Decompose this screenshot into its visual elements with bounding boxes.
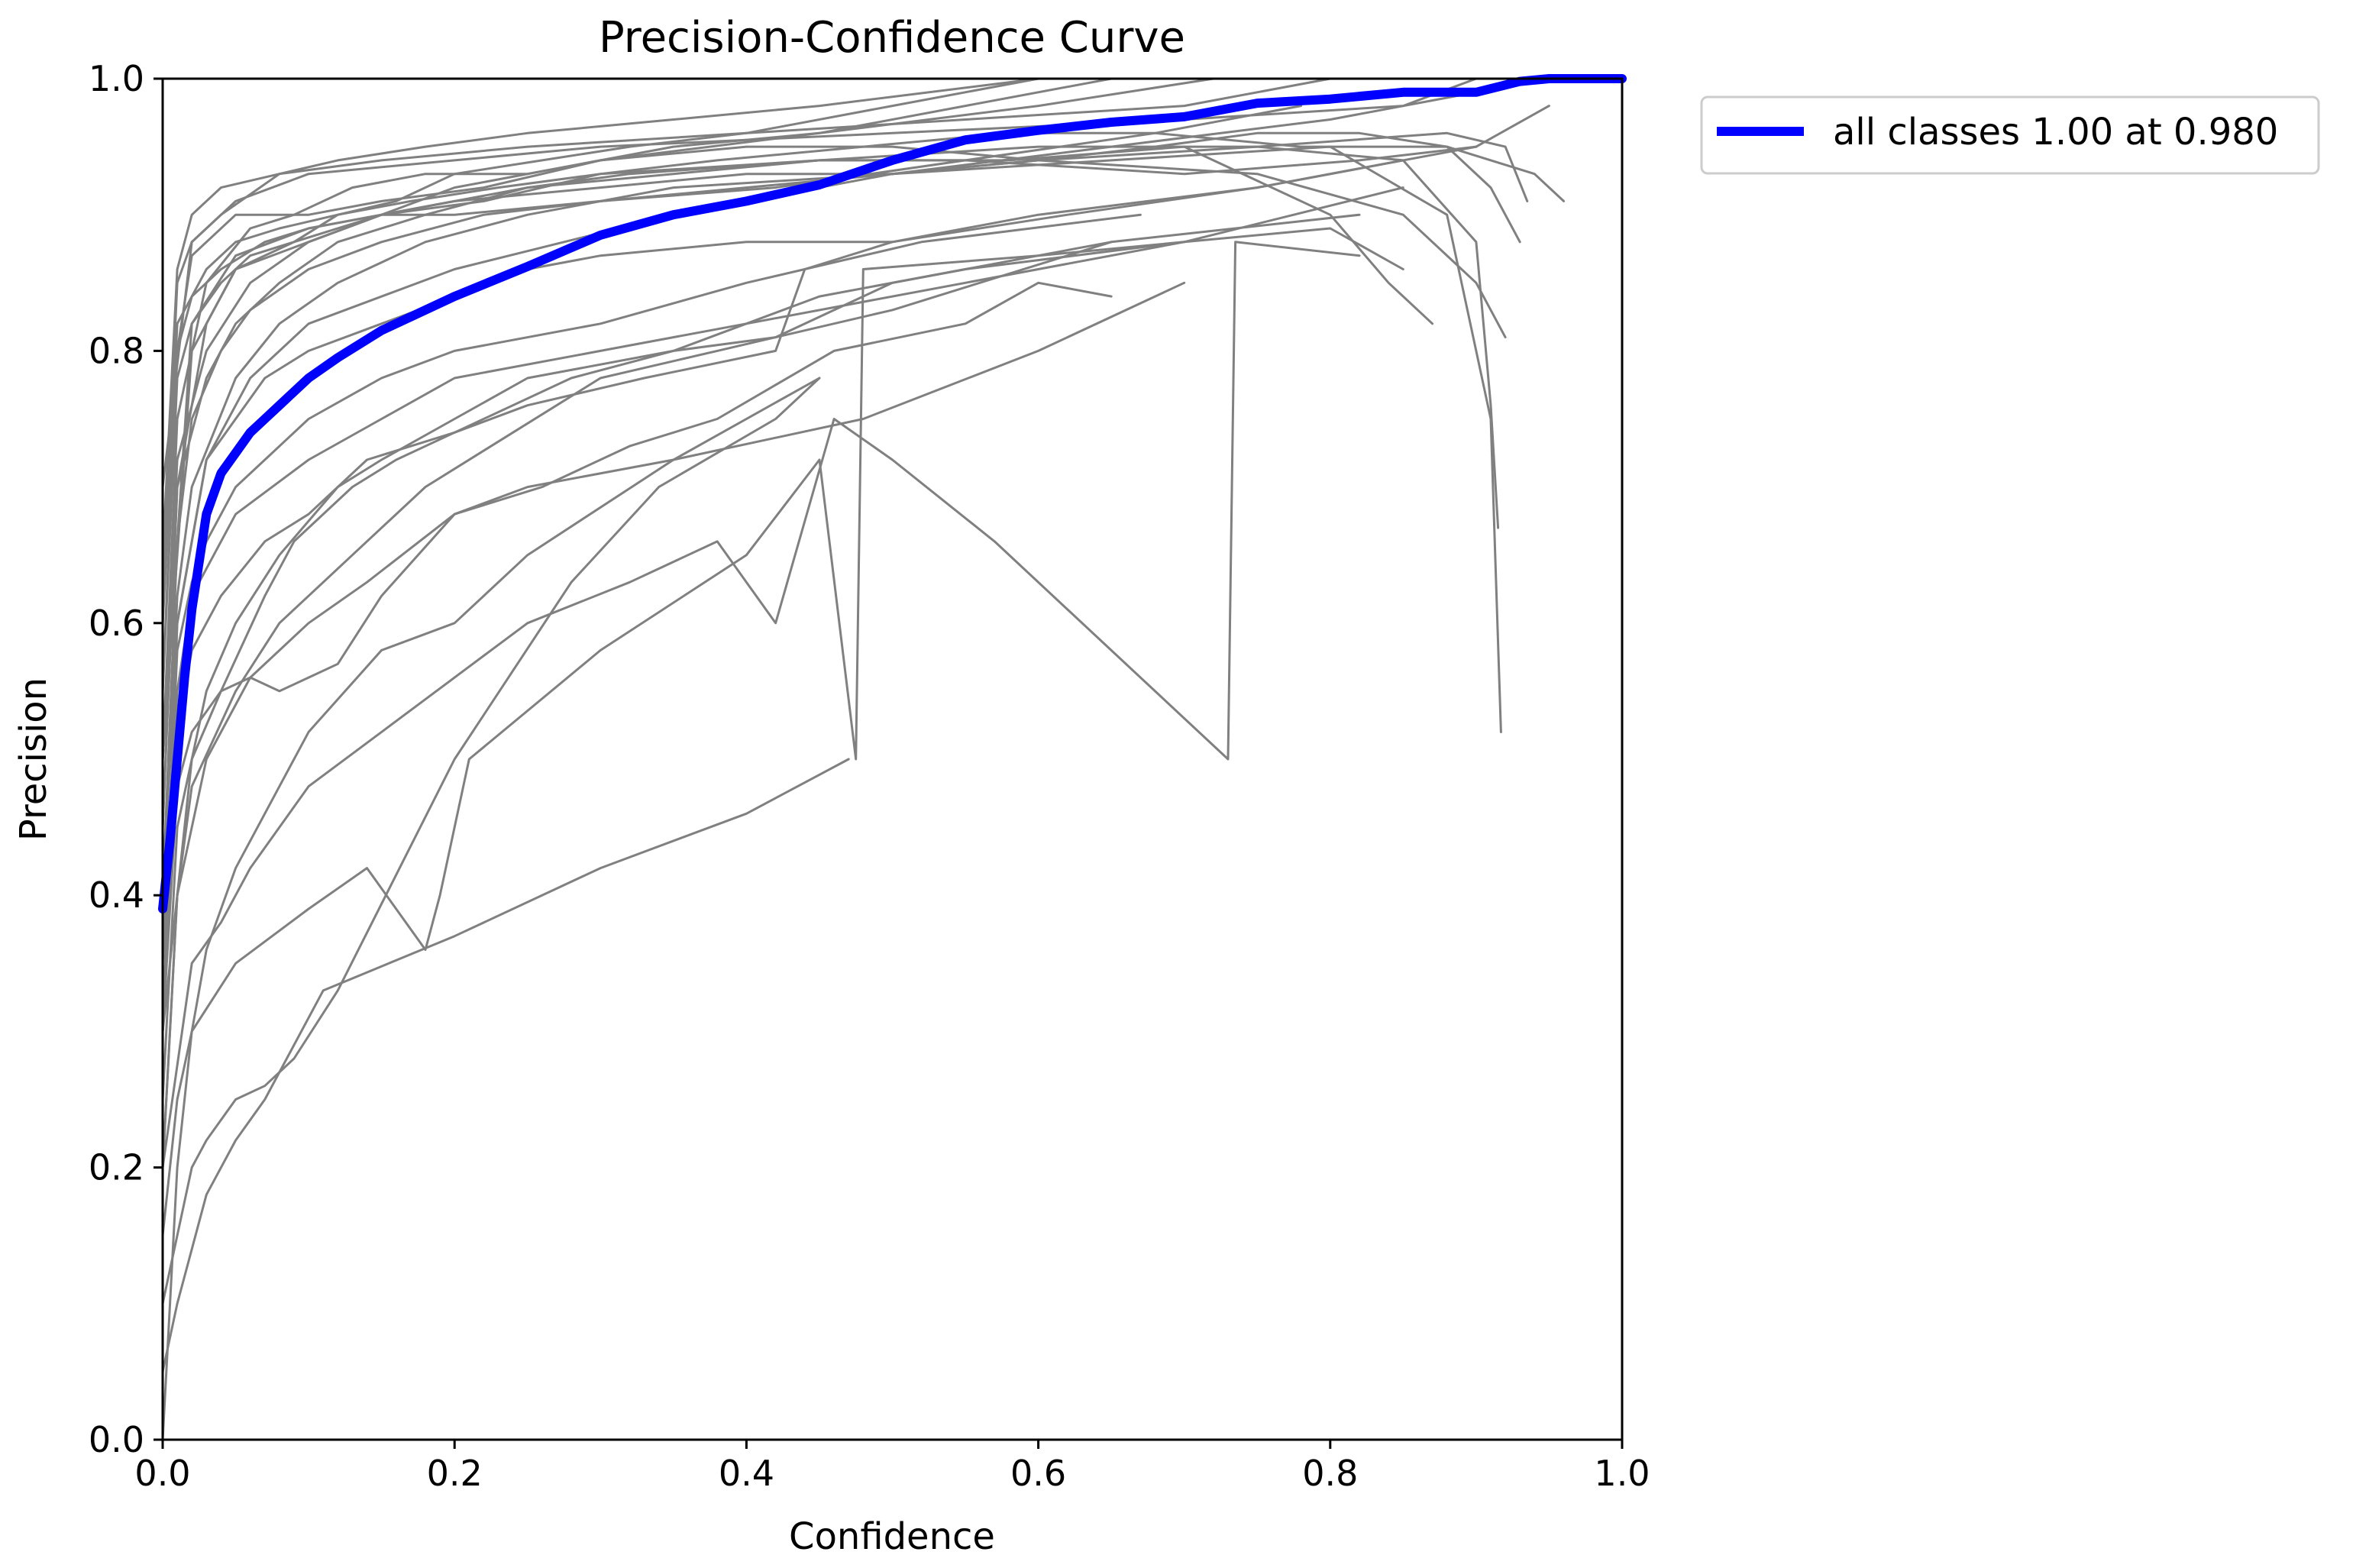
class-curve-30 [161, 131, 1566, 625]
legend-label: all classes 1.00 at 0.980 [1833, 111, 2278, 154]
y-axis-label: Precision [12, 677, 55, 841]
chart-title: Precision-Confidence Curve [599, 13, 1185, 63]
y-tick-label: 0.2 [89, 1147, 144, 1188]
curves-layer [158, 74, 1627, 1441]
class-curve-25 [161, 377, 821, 1305]
class-curve-21 [161, 131, 1521, 761]
x-tick-label: 0.6 [1010, 1453, 1066, 1494]
class-curve-29 [161, 105, 1550, 1033]
class-curve-20 [161, 241, 1113, 1169]
y-tick-label: 0.4 [89, 875, 144, 916]
class-curve-15 [161, 281, 1113, 1169]
class-curve-27 [161, 241, 1186, 1237]
y-tick-label: 0.8 [89, 330, 144, 371]
y-tick-label: 1.0 [89, 58, 144, 99]
x-tick-label: 1.0 [1594, 1453, 1650, 1494]
class-curve-11 [161, 145, 1502, 897]
y-tick-label: 0.6 [89, 603, 144, 644]
class-curve-13 [161, 227, 1404, 1101]
all-classes-curve [158, 74, 1627, 913]
x-tick-label: 0.8 [1302, 1453, 1358, 1494]
ticks-layer: 0.0 0.2 0.4 0.6 0.8 1.0 0.0 0.2 0.4 0.6 0.8 1.0 [89, 58, 1650, 1494]
class-curve-24 [161, 377, 821, 1441]
y-tick-label: 0.0 [89, 1419, 144, 1460]
class-curve-26 [161, 758, 850, 1373]
x-tick-label: 0.0 [134, 1453, 190, 1494]
class-curve-7 [161, 77, 1040, 557]
class-curve-18 [161, 145, 1434, 829]
x-tick-label: 0.2 [427, 1453, 483, 1494]
legend-box [1700, 95, 2320, 175]
class-curve-14 [161, 213, 1361, 1033]
axes-frame [161, 77, 1624, 1441]
class-curve-2 [161, 77, 1332, 489]
class-curve-4 [161, 77, 1113, 761]
class-curve-28 [161, 241, 1361, 1169]
legend: all classes 1.00 at 0.980 [1700, 95, 2320, 175]
class-curve-19 [161, 281, 1186, 1033]
x-axis-label: Confidence [789, 1515, 995, 1558]
x-tick-label: 0.4 [719, 1453, 774, 1494]
class-curve-23 [161, 77, 1040, 693]
